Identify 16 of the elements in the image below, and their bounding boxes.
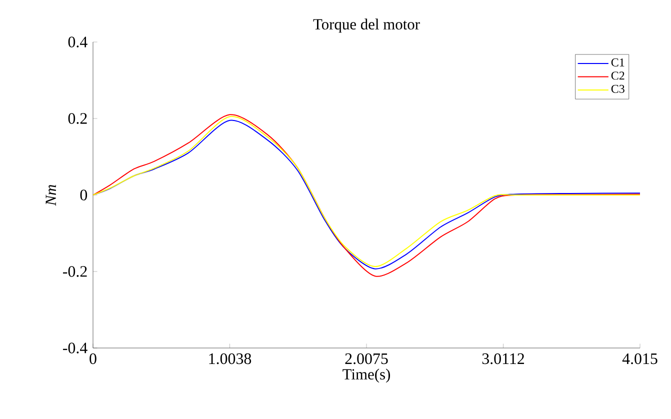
chart-title: Torque del motor bbox=[313, 18, 420, 33]
legend-label: C3 bbox=[611, 84, 624, 93]
y-tick-label: -0.2 bbox=[63, 266, 87, 277]
legend-label: C2 bbox=[611, 72, 624, 80]
x-tick-label: 1.0038 bbox=[209, 353, 252, 364]
x-tick-label: 0 bbox=[90, 353, 96, 364]
y-tick-label: 0 bbox=[80, 190, 88, 200]
y-axis-title: Nm bbox=[46, 184, 56, 206]
x-tick-label: 4.015 bbox=[622, 353, 658, 364]
x-tick-label: 3.0112 bbox=[482, 353, 524, 364]
y-tick-label: -0.4 bbox=[63, 342, 88, 354]
y-tick-label: 0.4 bbox=[68, 36, 88, 48]
x-axis-title: Time(s) bbox=[342, 368, 390, 383]
legend-label: C1 bbox=[611, 58, 624, 66]
y-tick-label: 0.2 bbox=[68, 113, 87, 124]
x-tick-label: 2.0075 bbox=[345, 353, 388, 364]
